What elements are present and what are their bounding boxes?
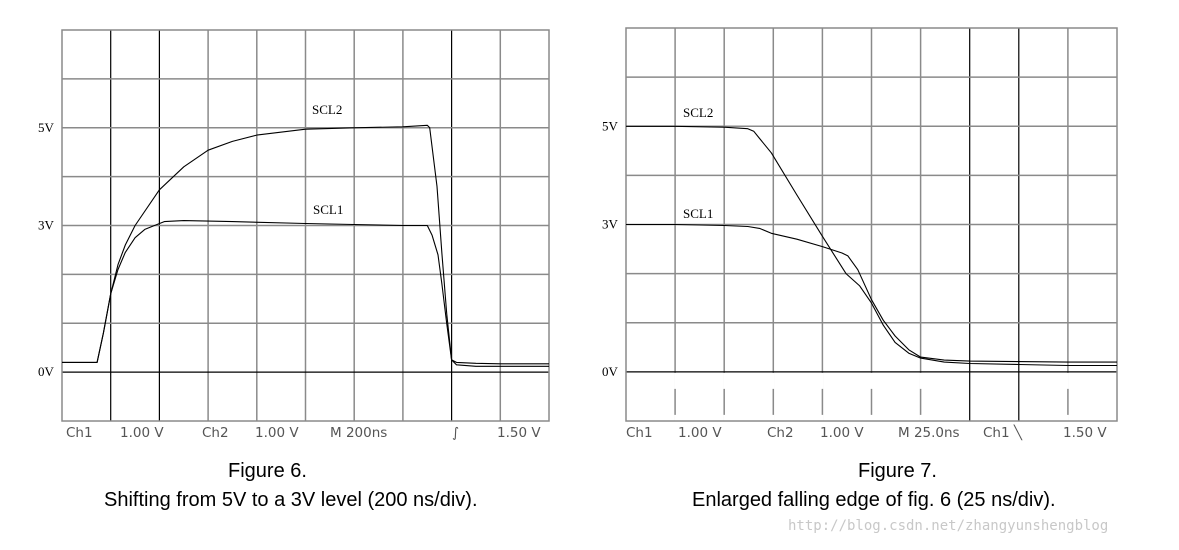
figure7-subtitle: Enlarged falling edge of fig. 6 (25 ns/d…: [692, 489, 1056, 511]
series-line-scl1: [62, 220, 549, 367]
y-tick-label: 0V: [38, 364, 55, 379]
scope-readout-label: Ch1 ╲: [983, 424, 1023, 441]
series-line-scl2: [626, 125, 1117, 367]
series-label-scl1: SCL1: [313, 202, 343, 217]
series-label-scl2: SCL2: [312, 102, 342, 117]
series-label-scl2: SCL2: [683, 105, 713, 120]
scope-readout-label: Ch2: [767, 425, 794, 441]
figure7-title: Figure 7.: [858, 460, 937, 482]
plot-frame: [61, 29, 550, 422]
scope-readout-label: 1.00 V: [255, 425, 299, 441]
scope-readout-label: 1.50 V: [497, 425, 541, 441]
scope-readout-label: 1.00 V: [120, 425, 164, 441]
y-tick-label: 3V: [38, 218, 55, 233]
y-tick-label: 5V: [602, 118, 619, 133]
scope-readout-label: 1.50 V: [1063, 425, 1107, 441]
scope-readout-label: M 25.0ns: [898, 425, 960, 441]
scope-readout-label: ∫: [452, 425, 459, 441]
scope-readout-label: Ch1: [626, 425, 653, 441]
scope-readout-label: 1.00 V: [678, 425, 722, 441]
y-tick-label: 5V: [38, 120, 55, 135]
figure-6-plot: 5V 3V 0V SCL2 SCL1 Ch1 1.00 V Ch2 1.00 V M 200ns ∫…: [38, 29, 550, 441]
scope-readout-label: Ch2: [202, 425, 229, 441]
watermark: http://blog.csdn.net/zhangyunshengblog: [788, 518, 1109, 534]
figure6-subtitle: Shifting from 5V to a 3V level (200 ns/d…: [104, 489, 478, 511]
y-tick-label: 3V: [602, 217, 619, 232]
scope-readout-label: 1.00 V: [820, 425, 864, 441]
series-label-scl1: SCL1: [683, 206, 713, 221]
y-tick-label: 0V: [602, 364, 619, 379]
scope-readout-label: M 200ns: [330, 425, 387, 441]
series-line-scl1: [626, 223, 1117, 363]
figure6-title: Figure 6.: [228, 460, 307, 482]
figure-7-plot: 5V 3V 0V SCL2 SCL1 Ch1 1.00 V Ch2 1.00 V M 25.0ns…: [602, 27, 1118, 441]
scope-readout-label: Ch1: [66, 425, 93, 441]
